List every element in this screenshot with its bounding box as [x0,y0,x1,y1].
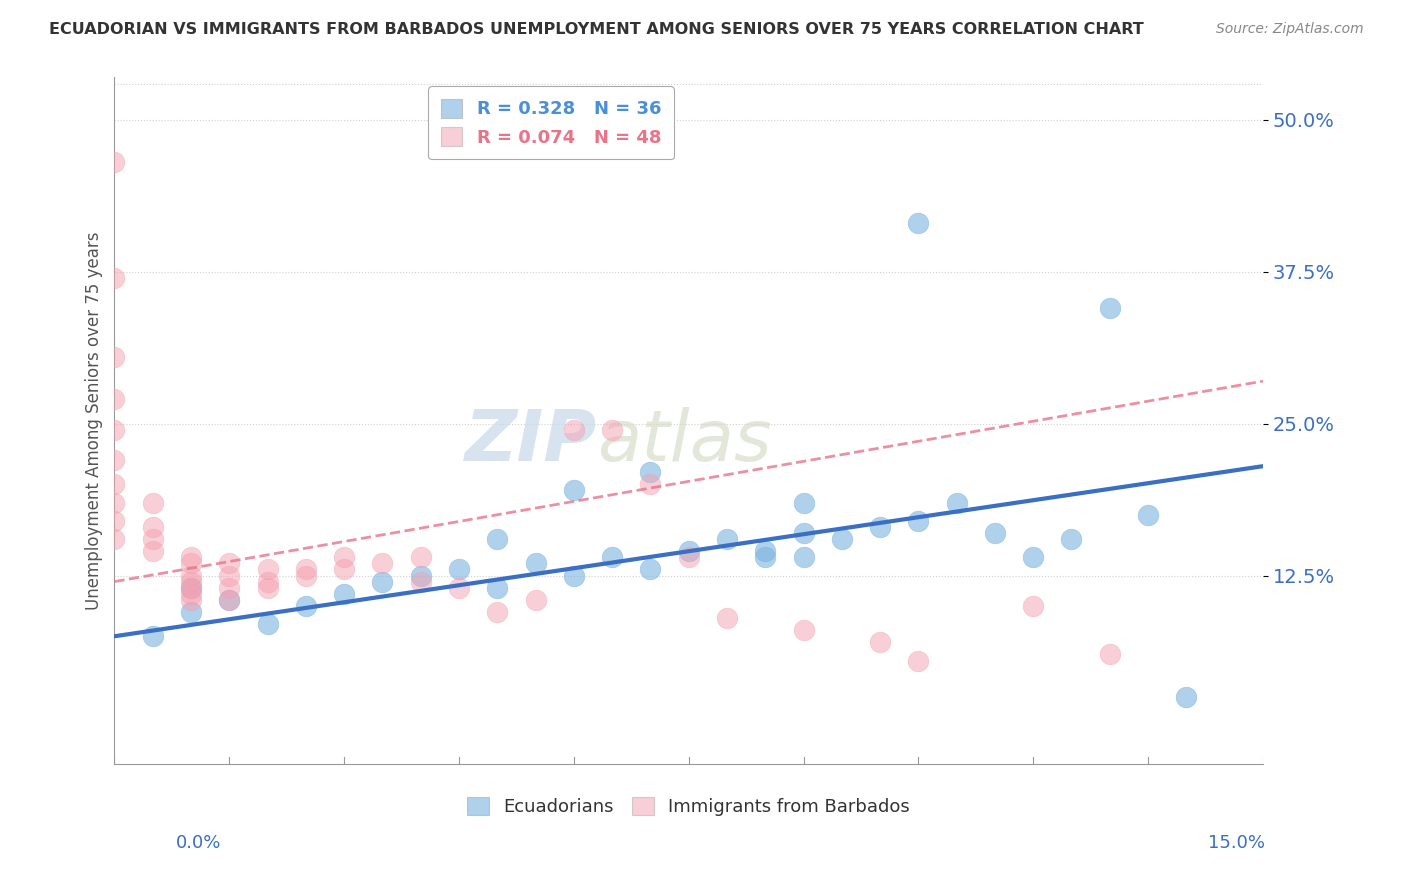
Point [716,532,738,546]
Point [486,581,509,595]
Text: ECUADORIAN VS IMMIGRANTS FROM BARBADOS UNEMPLOYMENT AMONG SENIORS OVER 75 YEARS : ECUADORIAN VS IMMIGRANTS FROM BARBADOS U… [49,22,1144,37]
Point [409,568,432,582]
Point [1137,508,1160,522]
Point [792,623,814,637]
Point [103,392,125,407]
Point [792,495,814,509]
Text: Source: ZipAtlas.com: Source: ZipAtlas.com [1216,22,1364,37]
Point [333,550,356,565]
Point [333,587,356,601]
Point [984,526,1007,541]
Point [945,495,967,509]
Point [1022,599,1045,613]
Point [295,568,318,582]
Point [142,544,165,558]
Point [256,562,278,576]
Point [907,514,929,528]
Point [142,495,165,509]
Point [640,465,662,479]
Point [180,592,202,607]
Point [447,562,470,576]
Point [180,550,202,565]
Point [218,581,240,595]
Point [218,592,240,607]
Point [486,532,509,546]
Point [218,592,240,607]
Point [103,514,125,528]
Point [103,532,125,546]
Point [180,581,202,595]
Point [562,423,585,437]
Point [256,574,278,589]
Legend: Ecuadorians, Immigrants from Barbados: Ecuadorians, Immigrants from Barbados [460,789,917,823]
Point [600,423,623,437]
Point [180,557,202,571]
Point [1022,550,1045,565]
Point [1060,532,1083,546]
Point [907,654,929,668]
Point [180,568,202,582]
Point [371,557,394,571]
Point [256,581,278,595]
Point [180,605,202,619]
Point [831,532,853,546]
Point [103,477,125,491]
Point [142,532,165,546]
Point [180,581,202,595]
Text: ZIP: ZIP [464,407,596,475]
Point [409,574,432,589]
Point [562,568,585,582]
Text: 0.0%: 0.0% [176,834,221,852]
Point [295,599,318,613]
Point [754,550,776,565]
Point [295,562,318,576]
Point [640,562,662,576]
Point [562,483,585,498]
Point [792,550,814,565]
Point [524,592,547,607]
Point [142,520,165,534]
Point [486,605,509,619]
Point [103,155,125,169]
Point [640,477,662,491]
Point [180,574,202,589]
Point [907,216,929,230]
Point [716,611,738,625]
Point [600,550,623,565]
Y-axis label: Unemployment Among Seniors over 75 years: Unemployment Among Seniors over 75 years [86,231,103,610]
Point [678,544,700,558]
Point [218,568,240,582]
Point [333,562,356,576]
Point [678,550,700,565]
Point [103,495,125,509]
Point [754,544,776,558]
Point [1098,301,1121,316]
Point [218,557,240,571]
Point [142,629,165,643]
Point [869,635,891,649]
Point [180,587,202,601]
Text: 15.0%: 15.0% [1208,834,1265,852]
Point [447,581,470,595]
Point [103,271,125,285]
Point [103,453,125,467]
Point [1098,648,1121,662]
Point [792,526,814,541]
Point [409,550,432,565]
Text: atlas: atlas [596,407,772,475]
Point [869,520,891,534]
Point [1175,690,1198,704]
Point [256,617,278,632]
Point [103,423,125,437]
Point [103,350,125,364]
Point [524,557,547,571]
Point [371,574,394,589]
